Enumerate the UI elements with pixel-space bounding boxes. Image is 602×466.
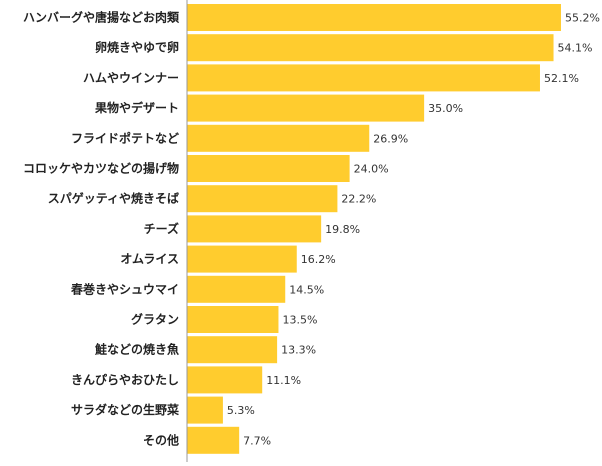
category-label: サラダなどの生野菜 <box>71 402 179 417</box>
value-label: 7.7% <box>243 434 271 447</box>
bar <box>187 366 262 393</box>
value-label: 55.2% <box>565 12 600 25</box>
category-label: コロッケやカツなどの揚げ物 <box>23 161 179 176</box>
category-label: 鮭などの焼き魚 <box>94 342 179 357</box>
category-label: きんぴらやおひたし <box>71 373 179 387</box>
value-label: 5.3% <box>227 404 255 417</box>
category-label: フライドポテトなど <box>71 130 179 145</box>
value-label: 13.3% <box>281 344 316 357</box>
bar <box>187 246 297 273</box>
bar <box>187 306 278 333</box>
bar <box>187 427 239 454</box>
bar <box>187 397 223 424</box>
bar <box>187 185 337 212</box>
value-label: 26.9% <box>373 132 408 145</box>
category-label: グラタン <box>131 312 179 327</box>
category-label: 果物やデザート <box>94 100 179 115</box>
bar <box>187 4 561 31</box>
bars-group <box>187 4 561 454</box>
category-label: スパゲッティや焼きそば <box>48 191 179 206</box>
value-label: 13.5% <box>282 314 317 327</box>
category-label: ハンバーグや唐揚などお肉類 <box>23 10 180 25</box>
category-label: 卵焼きやゆで卵 <box>95 40 179 55</box>
value-label: 24.0% <box>354 163 389 176</box>
value-label: 22.2% <box>341 193 376 206</box>
category-label: オムライス <box>120 252 179 266</box>
bar <box>187 336 277 363</box>
value-label: 35.0% <box>428 102 463 115</box>
bar <box>187 215 321 242</box>
value-label: 16.2% <box>301 253 336 266</box>
bar <box>187 95 424 122</box>
category-label: その他 <box>143 432 179 447</box>
bar <box>187 64 540 91</box>
category-labels-group: ハンバーグや唐揚などお肉類卵焼きやゆで卵ハムやウインナー果物やデザートフライドポ… <box>23 10 180 448</box>
bar <box>187 125 369 152</box>
value-label: 19.8% <box>325 223 360 236</box>
bar <box>187 34 554 61</box>
bar <box>187 155 350 182</box>
value-label: 11.1% <box>266 374 301 387</box>
value-label: 52.1% <box>544 72 579 85</box>
category-label: 春巻きやシュウマイ <box>70 281 179 296</box>
value-label: 14.5% <box>289 283 324 296</box>
bar <box>187 276 285 303</box>
category-label: ハムやウインナー <box>83 71 179 85</box>
value-label: 54.1% <box>558 42 593 55</box>
category-label: チーズ <box>144 221 179 236</box>
